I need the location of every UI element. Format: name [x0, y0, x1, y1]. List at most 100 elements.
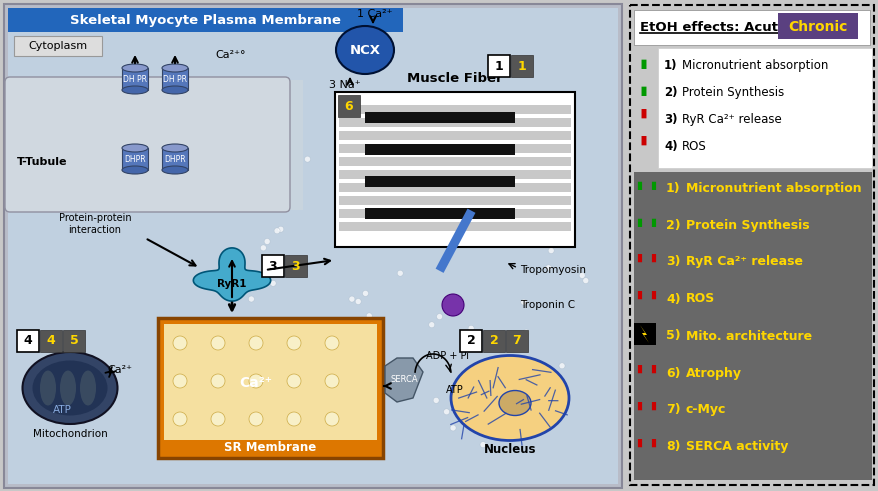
Polygon shape	[634, 439, 644, 454]
Polygon shape	[637, 52, 650, 69]
Circle shape	[366, 376, 372, 382]
Text: 3 Na⁺: 3 Na⁺	[329, 80, 360, 90]
Polygon shape	[634, 402, 644, 417]
Circle shape	[325, 412, 339, 426]
Bar	[8, 8, 617, 484]
Circle shape	[548, 247, 553, 253]
Text: 5: 5	[69, 334, 78, 348]
Bar	[158, 318, 383, 458]
Text: Micronutrient absorption: Micronutrient absorption	[685, 182, 860, 194]
Ellipse shape	[60, 371, 76, 406]
Bar	[4, 4, 622, 488]
Polygon shape	[648, 212, 658, 227]
Circle shape	[211, 336, 225, 350]
Text: Ca²⁺°: Ca²⁺°	[215, 50, 245, 60]
Text: 4): 4)	[663, 139, 677, 153]
Polygon shape	[634, 254, 644, 269]
Text: 1 Ca²⁺: 1 Ca²⁺	[356, 9, 392, 19]
Text: ROS: ROS	[681, 139, 706, 153]
Bar	[40, 330, 62, 352]
Circle shape	[397, 270, 403, 276]
Circle shape	[373, 350, 379, 355]
Ellipse shape	[122, 64, 148, 72]
Text: DHPR: DHPR	[164, 155, 185, 164]
Circle shape	[287, 336, 300, 350]
Text: 4: 4	[47, 334, 55, 348]
Text: 2): 2)	[663, 85, 677, 99]
Bar	[658, 48, 871, 168]
Text: 2: 2	[466, 334, 475, 348]
Circle shape	[287, 374, 300, 388]
Bar	[122, 68, 148, 90]
Text: c-Myc: c-Myc	[685, 404, 725, 416]
Circle shape	[248, 336, 263, 350]
Polygon shape	[634, 175, 644, 190]
Text: 2: 2	[489, 334, 498, 348]
Circle shape	[545, 265, 551, 271]
Text: 4: 4	[24, 334, 32, 348]
Bar	[339, 157, 571, 166]
Circle shape	[314, 378, 320, 384]
Text: Mito. architecture: Mito. architecture	[685, 329, 811, 343]
Polygon shape	[385, 358, 422, 402]
Polygon shape	[648, 402, 658, 417]
Circle shape	[520, 299, 526, 305]
Bar	[510, 55, 532, 77]
Polygon shape	[634, 212, 644, 227]
Ellipse shape	[162, 86, 188, 94]
Circle shape	[211, 374, 225, 388]
Bar	[339, 144, 571, 153]
Ellipse shape	[32, 360, 107, 415]
Text: 1): 1)	[663, 58, 677, 72]
Polygon shape	[637, 109, 650, 126]
Circle shape	[173, 336, 187, 350]
Circle shape	[508, 134, 515, 140]
Text: 8): 8)	[666, 440, 680, 454]
Circle shape	[479, 441, 486, 448]
Bar	[339, 196, 571, 205]
Circle shape	[476, 180, 481, 186]
Circle shape	[452, 297, 458, 302]
Text: SERCA: SERCA	[390, 376, 417, 384]
Bar	[63, 330, 85, 352]
Circle shape	[355, 299, 361, 304]
Text: Troponin C: Troponin C	[520, 300, 574, 310]
Circle shape	[431, 174, 437, 180]
Circle shape	[492, 223, 498, 229]
Circle shape	[555, 232, 561, 238]
Circle shape	[325, 336, 339, 350]
Polygon shape	[648, 365, 658, 380]
Text: Nucleus: Nucleus	[483, 443, 536, 457]
Circle shape	[173, 374, 187, 388]
Circle shape	[211, 412, 225, 426]
Text: ATP: ATP	[53, 405, 71, 415]
Circle shape	[446, 139, 452, 145]
Text: RyR Ca²⁺ release: RyR Ca²⁺ release	[681, 112, 781, 126]
Polygon shape	[648, 439, 658, 454]
Bar	[8, 80, 303, 210]
Circle shape	[284, 186, 290, 192]
Bar	[8, 8, 402, 32]
Bar	[487, 55, 509, 77]
Circle shape	[442, 294, 464, 316]
Bar	[364, 176, 515, 187]
Text: Protein Synthesis: Protein Synthesis	[681, 85, 783, 99]
Bar	[633, 172, 871, 480]
Bar	[262, 255, 284, 277]
Bar	[339, 209, 571, 218]
Bar	[364, 208, 515, 219]
Bar	[777, 13, 857, 39]
Text: DH PR: DH PR	[162, 75, 187, 83]
Bar	[435, 209, 475, 273]
Ellipse shape	[40, 371, 56, 406]
Circle shape	[436, 314, 443, 320]
Bar	[14, 36, 102, 56]
Polygon shape	[637, 79, 650, 96]
Bar	[339, 131, 571, 140]
Text: 1: 1	[517, 59, 526, 73]
Circle shape	[457, 297, 463, 302]
Bar	[162, 148, 188, 170]
Text: 4): 4)	[666, 293, 680, 305]
Bar	[339, 105, 571, 114]
Circle shape	[347, 419, 353, 425]
